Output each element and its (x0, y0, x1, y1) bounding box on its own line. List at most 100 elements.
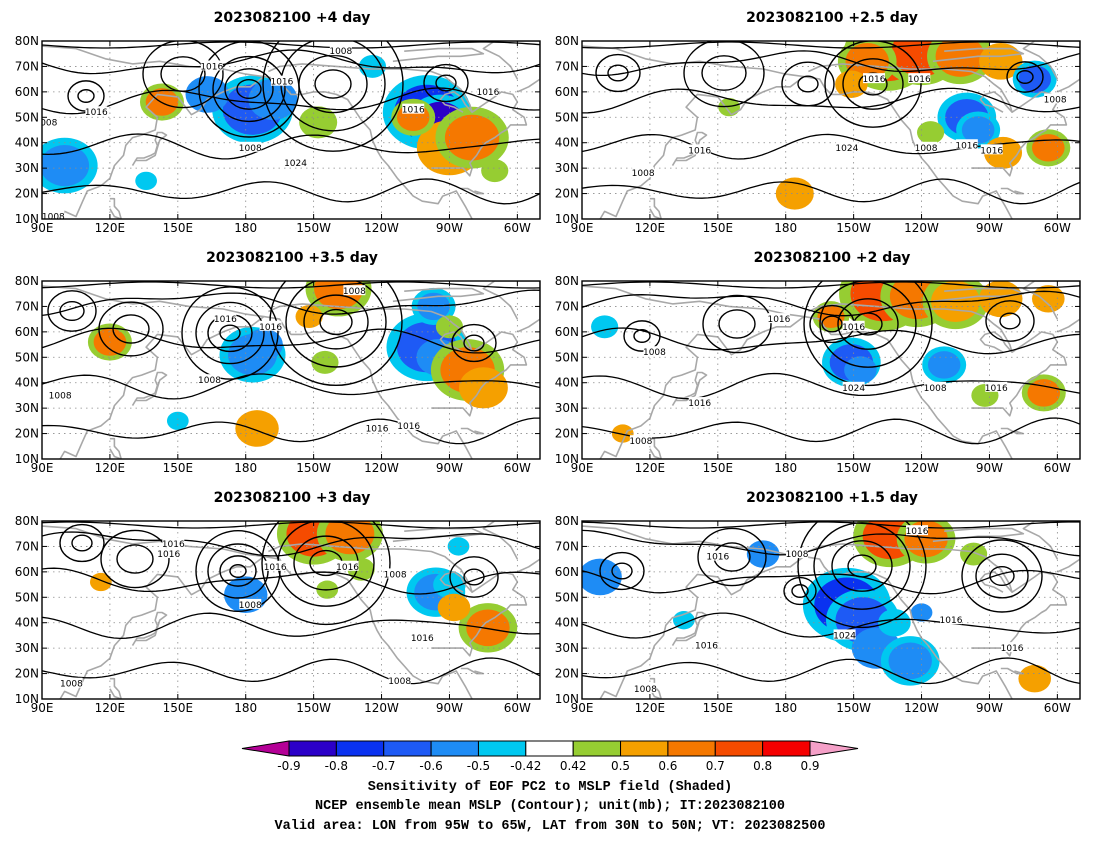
y-tick-label: 60N (555, 85, 579, 99)
isobar (42, 41, 540, 49)
contour-label: 1008 (786, 550, 809, 560)
panel-title: 2023082100 +1.5 day (746, 490, 918, 506)
x-tick-label: 120W (364, 701, 399, 715)
contour-label: 1016 (706, 553, 729, 563)
contour-label: 1008 (239, 601, 262, 611)
contour-label-bg (198, 374, 221, 385)
isobar (791, 584, 809, 598)
isobar (599, 551, 645, 591)
sensitivity-patch (1018, 664, 1052, 693)
isobar (451, 323, 497, 363)
map-frame (581, 40, 1081, 220)
isobar (831, 540, 893, 592)
isobar (975, 553, 1029, 599)
colorbar-swatch (430, 740, 479, 757)
panel-title: 2023082100 +2 day (754, 250, 911, 266)
y-tick-label: 70N (555, 539, 579, 553)
caption-line-3: Valid area: LON from 95W to 65W, LAT fro… (275, 819, 826, 834)
sensitivity-patch (910, 603, 933, 622)
sensitivity-patch (1018, 65, 1052, 93)
y-tick-label: 70N (15, 299, 39, 313)
contour-label-bg (688, 397, 711, 408)
isobar (42, 87, 540, 115)
isobar (821, 315, 843, 333)
contour-label-bg (388, 675, 411, 686)
y-tick-label: 30N (555, 401, 579, 415)
contour-label: 1016 (259, 323, 282, 333)
isobar (582, 417, 1080, 445)
sensitivity-patch (746, 540, 780, 568)
contour-label-bg (863, 73, 886, 84)
contour-label-bg (906, 525, 929, 536)
contour-label: 1008 (60, 680, 83, 690)
y-tick-label: 10N (15, 692, 39, 706)
isobar (463, 334, 485, 352)
sensitivity-patch (888, 642, 932, 680)
contour-label-bg (264, 560, 287, 571)
coastline (392, 287, 485, 303)
contour-label-bg (842, 381, 865, 392)
contour-label-bg (634, 682, 657, 693)
mslp-contours (42, 521, 540, 685)
sensitivity-patch (185, 76, 229, 113)
contour-label: 1008 (239, 144, 262, 154)
sensitivity-patch (295, 305, 323, 329)
isobar (1006, 61, 1044, 93)
isobar (582, 569, 1080, 595)
y-tick-label: 40N (555, 376, 579, 390)
colorbar-tick-label: -0.6 (419, 759, 442, 773)
sensitivity-patch (444, 114, 500, 161)
colorbar-low-extension (241, 740, 290, 757)
colorbar-swatch (288, 740, 337, 757)
map-area: 1016 1008 1016 1024 1016 1016 1016 1008 (582, 521, 1080, 699)
x-tick-label: 90W (976, 221, 1003, 235)
contour-label-bg (284, 157, 307, 168)
contour-label: 1016 (842, 323, 865, 333)
x-tick-label: 90W (436, 701, 463, 715)
contour-label: 1008 (198, 376, 221, 386)
contour-label-bg (42, 116, 60, 127)
contour-label-bg (49, 389, 72, 400)
contour-label-bg (239, 598, 262, 609)
map-area: 1016 1008 1016 1016 008 1008 1024 1016 1016 1008 (42, 41, 540, 219)
coastline (1022, 281, 1080, 333)
isobar (219, 324, 241, 342)
map-frame (581, 520, 1081, 700)
y-tick-label: 60N (15, 565, 39, 579)
x-tick-label: 150W (836, 461, 871, 475)
sensitivity-patch (1032, 134, 1065, 162)
coastline (671, 371, 708, 407)
contour-label-bg (239, 141, 262, 152)
y-tick-label: 10N (15, 212, 39, 226)
isobar (797, 75, 819, 93)
sensitivity-patch (466, 609, 510, 647)
contour-label: 1008 (49, 391, 72, 401)
isobar (59, 523, 105, 563)
contour-label-bg (476, 85, 499, 96)
y-tick-label: 20N (15, 667, 39, 681)
contour-label-bg (688, 144, 711, 155)
isobar (797, 521, 927, 629)
x-tick-label: 180 (234, 221, 257, 235)
panel-plus-1-5-day: 2023082100 +1.5 day 1016 1008101610241016… (555, 490, 1081, 715)
contour-label-bg (915, 141, 938, 152)
y-tick-label: 80N (555, 514, 579, 528)
contour-label: 1016 (985, 384, 1008, 394)
contour-label: 1016 (908, 75, 931, 85)
sensitivity-patch (166, 411, 189, 431)
isobar (582, 372, 1080, 400)
sensitivity-patch (481, 159, 509, 183)
x-tick-label: 150W (836, 701, 871, 715)
x-tick-label: 60W (504, 221, 531, 235)
contour-label: 1016 (366, 424, 389, 434)
isobar (718, 309, 756, 339)
contour-label: 1024 (835, 144, 858, 154)
isobar (582, 41, 1080, 49)
y-tick-label: 40N (15, 616, 39, 630)
isobar (999, 312, 1021, 330)
coastline (439, 571, 473, 593)
y-tick-label: 50N (555, 110, 579, 124)
isobar (181, 286, 279, 380)
isobar (582, 281, 1080, 289)
